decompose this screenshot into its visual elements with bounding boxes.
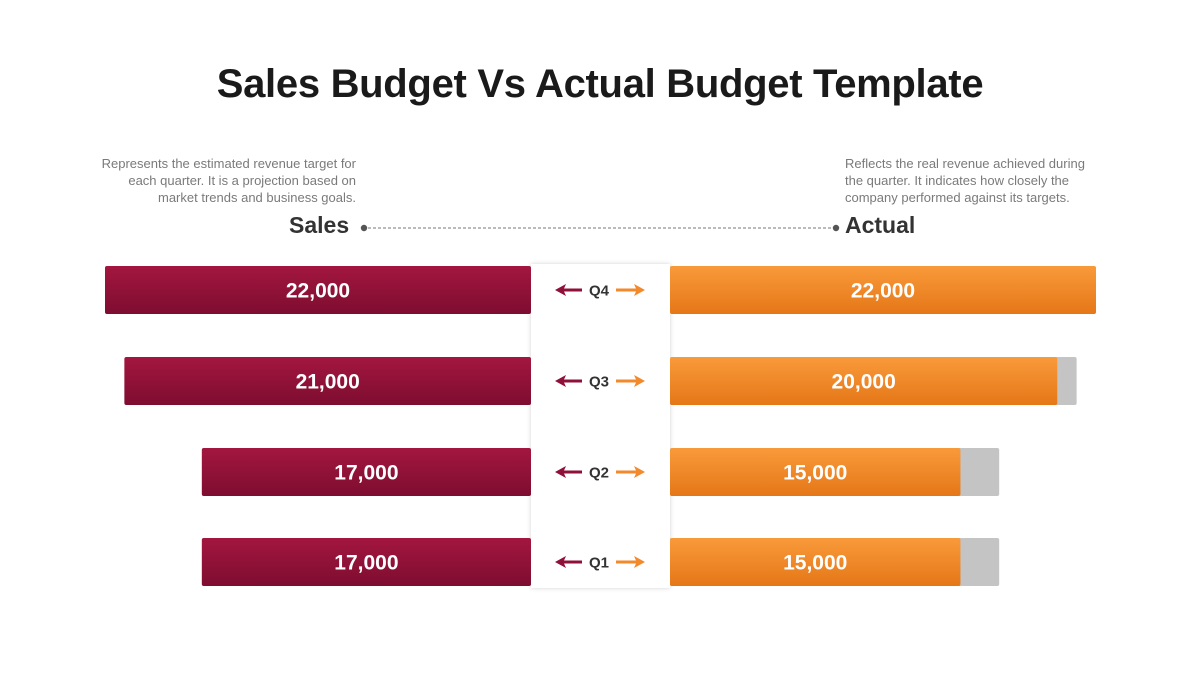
left-arrow-icon — [555, 284, 582, 296]
actual-bar-q1 — [670, 538, 961, 586]
actual-bar-q2 — [670, 448, 961, 496]
actual-bar-q3 — [670, 357, 1058, 405]
sales-bar-q1 — [201, 538, 531, 586]
actual-description: Reflects the real revenue achieved durin… — [845, 156, 1085, 205]
sales-bar-q2 — [201, 448, 531, 496]
connector-dot-right — [832, 224, 840, 232]
actual-value-label: 15,000 — [783, 552, 847, 575]
right-arrow-icon — [616, 466, 645, 478]
left-arrow-icon — [555, 375, 582, 387]
sales-value-label: 22,000 — [286, 280, 350, 303]
right-arrow-icon — [616, 556, 645, 568]
sales-description: Represents the estimated revenue target … — [101, 156, 356, 205]
sales-value-label: 21,000 — [296, 371, 360, 394]
connector-dot-left — [360, 224, 368, 232]
sales-value-label: 17,000 — [334, 552, 398, 575]
quarter-label-q2: Q2 — [589, 465, 609, 482]
header-connector — [360, 224, 840, 232]
actual-value-label: 20,000 — [832, 371, 896, 394]
quarter-label-q4: Q4 — [589, 283, 610, 300]
sales-value-label: 17,000 — [334, 462, 398, 485]
actual-header: Actual — [845, 212, 916, 238]
page-title: Sales Budget Vs Actual Budget Template — [216, 62, 984, 106]
quarter-label-q3: Q3 — [589, 374, 609, 391]
right-arrow-icon — [616, 375, 645, 387]
sales-header: Sales — [289, 212, 350, 238]
sales-bar-q3 — [124, 357, 531, 405]
right-arrow-icon — [616, 284, 645, 296]
sales-bar-q4 — [105, 266, 531, 314]
quarter-label-q1: Q1 — [589, 555, 609, 572]
left-arrow-icon — [555, 466, 582, 478]
center-panel — [531, 264, 670, 588]
actual-value-label: 22,000 — [851, 280, 915, 303]
left-arrow-icon — [555, 556, 582, 568]
actual-bar-q4 — [670, 266, 1096, 314]
actual-value-label: 15,000 — [783, 462, 847, 485]
